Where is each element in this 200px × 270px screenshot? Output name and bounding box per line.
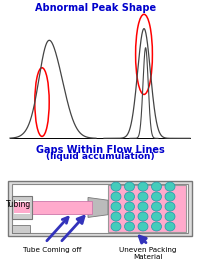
Circle shape — [111, 222, 121, 231]
Text: Tubing: Tubing — [6, 200, 31, 209]
FancyBboxPatch shape — [8, 181, 192, 235]
Circle shape — [111, 182, 121, 191]
Circle shape — [165, 192, 175, 201]
Circle shape — [165, 202, 175, 211]
FancyBboxPatch shape — [108, 185, 186, 232]
Circle shape — [124, 202, 134, 211]
Circle shape — [124, 212, 134, 221]
FancyBboxPatch shape — [14, 202, 30, 213]
Circle shape — [124, 192, 134, 201]
Circle shape — [111, 192, 121, 201]
Circle shape — [152, 202, 162, 211]
Circle shape — [152, 212, 162, 221]
FancyBboxPatch shape — [30, 201, 92, 214]
Circle shape — [152, 192, 162, 201]
Circle shape — [165, 222, 175, 231]
Circle shape — [138, 182, 148, 191]
Text: Abnormal Peak Shape: Abnormal Peak Shape — [35, 3, 157, 13]
Text: Uneven Packing
Material: Uneven Packing Material — [119, 247, 177, 260]
Circle shape — [124, 182, 134, 191]
FancyBboxPatch shape — [12, 184, 188, 233]
Text: (liquid accumulation): (liquid accumulation) — [46, 152, 154, 161]
FancyBboxPatch shape — [14, 201, 30, 214]
Circle shape — [111, 212, 121, 221]
Circle shape — [138, 192, 148, 201]
Text: Gaps Within Flow Lines: Gaps Within Flow Lines — [36, 145, 164, 155]
FancyBboxPatch shape — [12, 209, 30, 217]
FancyBboxPatch shape — [12, 225, 30, 233]
Polygon shape — [88, 197, 108, 217]
Circle shape — [152, 182, 162, 191]
Circle shape — [111, 202, 121, 211]
Circle shape — [165, 182, 175, 191]
FancyBboxPatch shape — [14, 217, 28, 225]
FancyBboxPatch shape — [12, 196, 32, 219]
Circle shape — [138, 222, 148, 231]
Circle shape — [165, 212, 175, 221]
Circle shape — [152, 222, 162, 231]
Circle shape — [124, 222, 134, 231]
Text: Tube Coming off: Tube Coming off — [23, 247, 81, 253]
Circle shape — [138, 212, 148, 221]
Circle shape — [138, 202, 148, 211]
